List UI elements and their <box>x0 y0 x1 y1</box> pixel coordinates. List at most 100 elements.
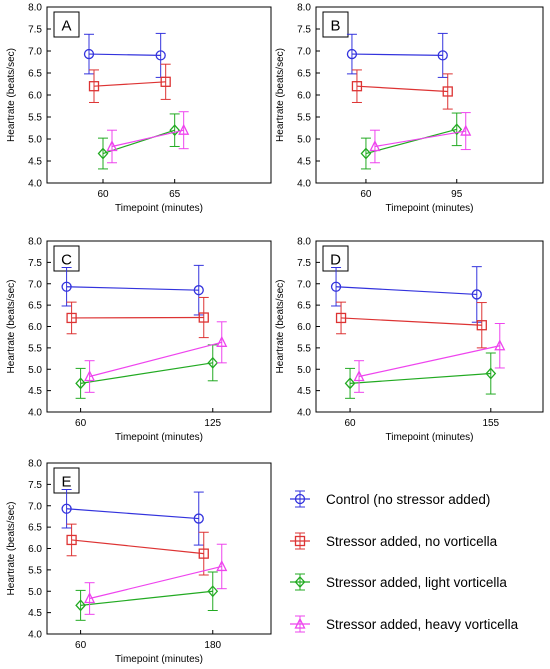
y-tick-label: 4.5 <box>297 386 311 397</box>
y-tick-label: 6.5 <box>28 523 42 534</box>
series-line <box>350 372 491 384</box>
series-line <box>88 53 161 56</box>
data-point <box>471 289 482 300</box>
data-point <box>344 377 356 390</box>
data-point <box>485 367 497 380</box>
data-point <box>83 48 95 60</box>
series-line <box>102 129 175 155</box>
legend-label: Stressor added, light vorticella <box>326 575 507 590</box>
series-line <box>111 129 184 148</box>
series-heavy <box>84 543 228 615</box>
series-control <box>346 32 448 78</box>
x-tick-label: 60 <box>344 418 356 429</box>
y-tick-label: 6.5 <box>297 301 311 312</box>
series-line <box>358 345 500 378</box>
series-no_vort <box>88 63 171 103</box>
y-tick-label: 4.5 <box>28 386 42 397</box>
y-tick-label: 4.0 <box>28 630 42 641</box>
y-tick-label: 7.0 <box>28 47 42 58</box>
legend: Control (no stressor added) Stressor adde… <box>290 490 519 633</box>
y-tick-label: 8.0 <box>297 237 311 248</box>
series-no_vort <box>66 523 209 576</box>
series-line <box>71 539 204 555</box>
x-tick-label: 125 <box>204 418 221 429</box>
chart-panel-b: 4.0 4.5 5.0 5.5 6.0 6.5 7.0 7.5 8.0 60 95 Timepoint… <box>275 3 544 214</box>
series-heavy <box>353 323 506 393</box>
x-axis-title: Timepoint (minutes) <box>115 432 203 443</box>
y-tick-label: 4.5 <box>28 157 42 168</box>
y-tick-label: 5.0 <box>28 587 42 598</box>
plot-frame <box>315 240 544 413</box>
y-axis-title: Heartrate (beats/sec) <box>6 502 17 596</box>
x-tick-label: 95 <box>451 189 463 200</box>
data-point <box>84 370 96 382</box>
series-control <box>61 264 204 316</box>
y-tick-label: 8.0 <box>28 237 42 248</box>
panel-label-box <box>53 467 80 494</box>
y-tick-label: 4.0 <box>28 408 42 419</box>
y-tick-label: 8.0 <box>28 3 42 14</box>
series-heavy <box>84 321 228 393</box>
y-tick-label: 5.0 <box>28 365 42 376</box>
data-point <box>198 312 209 323</box>
data-point <box>346 48 358 60</box>
y-tick-label: 7.0 <box>28 501 42 512</box>
chart-panel-d: 4.0 4.5 5.0 5.5 6.0 6.5 7.0 7.5 8.0 60 155 Timepoin… <box>275 237 544 443</box>
y-tick-label: 6.0 <box>297 322 311 333</box>
series-no_vort <box>66 296 209 339</box>
legend-label: Control (no stressor added) <box>326 492 490 507</box>
data-point <box>335 312 347 324</box>
legend-marker <box>294 576 306 588</box>
data-point <box>369 140 381 152</box>
y-tick-label: 5.5 <box>28 113 42 124</box>
x-axis-title: Timepoint (minutes) <box>115 203 203 214</box>
series-no_vort <box>351 69 453 110</box>
series-light <box>75 571 219 621</box>
y-tick-label: 5.5 <box>297 343 311 354</box>
y-tick-label: 5.0 <box>297 135 311 146</box>
y-tick-label: 5.0 <box>297 365 311 376</box>
data-point <box>66 534 77 546</box>
panel-label: E <box>61 474 71 491</box>
series-line <box>351 53 443 56</box>
y-tick-label: 4.0 <box>28 179 42 190</box>
y-tick-label: 6.5 <box>297 69 311 80</box>
panel-label-box <box>53 11 80 38</box>
series-line <box>89 341 222 378</box>
data-point <box>460 124 472 136</box>
x-tick-label: 65 <box>169 189 181 200</box>
series-control <box>330 266 482 323</box>
y-axis-title: Heartrate (beats/sec) <box>6 280 17 374</box>
y-axis-title: Heartrate (beats/sec) <box>275 280 286 374</box>
chart-panel-c: 4.0 4.5 5.0 5.5 6.0 6.5 7.0 7.5 8.0 60 125Timepoin… <box>6 237 272 443</box>
data-point <box>330 281 342 292</box>
data-point <box>437 50 448 61</box>
series-heavy <box>369 112 472 164</box>
panel-label: B <box>330 18 340 35</box>
legend-label: Stressor added, heavy vorticella <box>326 617 519 632</box>
series-control <box>83 32 166 78</box>
y-tick-label: 4.0 <box>297 408 311 419</box>
x-tick-label: 60 <box>360 189 372 200</box>
x-axis-title: Timepoint (minutes) <box>115 654 203 665</box>
series-light <box>75 344 219 399</box>
legend-item-control: Control (no stressor added) <box>290 490 490 508</box>
legend-item-light: Stressor added, light vorticella <box>290 573 507 591</box>
data-point <box>160 76 171 87</box>
data-point <box>207 585 219 598</box>
data-point <box>169 124 181 137</box>
y-tick-label: 4.0 <box>297 179 311 190</box>
x-tick-label: 60 <box>75 418 87 429</box>
series-line <box>89 565 222 600</box>
series-line <box>66 508 199 520</box>
y-tick-label: 7.5 <box>28 258 42 269</box>
data-point <box>451 123 463 136</box>
data-point <box>494 339 506 351</box>
legend-marker <box>294 617 306 629</box>
y-tick-label: 7.5 <box>28 480 42 491</box>
x-axis-title: Timepoint (minutes) <box>386 203 474 214</box>
y-tick-label: 5.5 <box>28 343 42 354</box>
series-no_vort <box>335 301 487 349</box>
y-tick-label: 7.5 <box>297 25 311 36</box>
plot-frame <box>46 6 272 184</box>
